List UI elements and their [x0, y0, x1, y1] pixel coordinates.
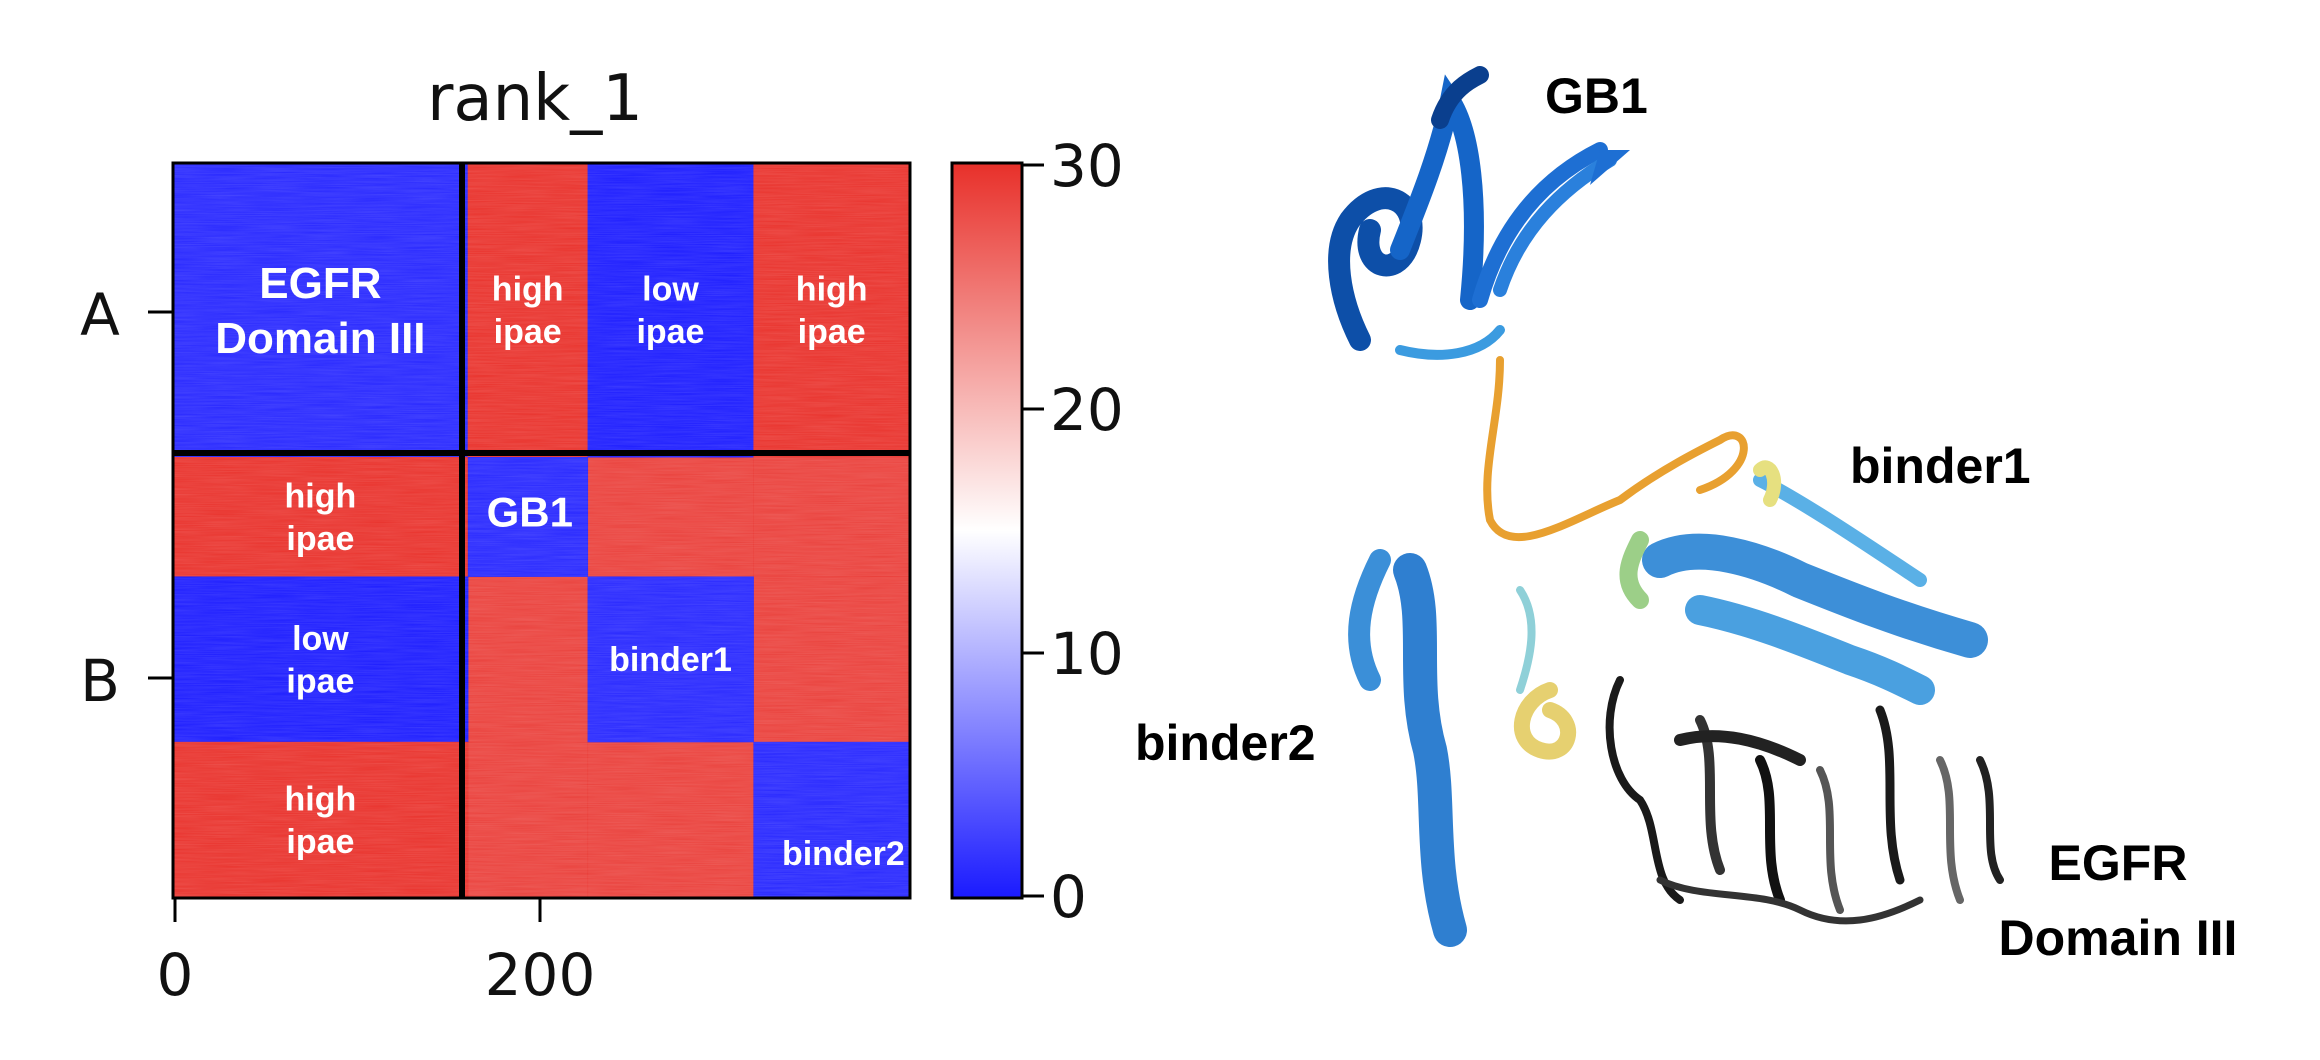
- colorbar-tick-label: 0: [1050, 863, 1087, 931]
- region-label: ipae: [286, 823, 354, 861]
- label-gb1: GB1: [1545, 68, 1648, 124]
- x-axis: 0 200: [157, 898, 596, 1009]
- region-label: low: [292, 620, 349, 658]
- colorbar: 30 20 10 0: [950, 132, 1124, 931]
- region-label: high: [796, 271, 868, 309]
- region-label: high: [492, 271, 564, 309]
- label-egfr-line2: Domain III: [1999, 910, 2238, 966]
- region-label: Domain III: [215, 314, 425, 363]
- heatmap-panel: rank_1 EGFR Domain III high ipae low ipae high…: [80, 62, 1124, 1009]
- chain-divider-vertical: [459, 163, 465, 898]
- region-label: binder2: [782, 835, 905, 873]
- region-label: ipae: [798, 313, 866, 351]
- x-tick-label: 0: [157, 941, 194, 1009]
- protein-structure: GB1 binder1 binder2 EGFR Domain III: [1135, 66, 2238, 966]
- region-label: ipae: [494, 313, 562, 351]
- colorbar-tick-label: 10: [1050, 620, 1124, 688]
- egfr-domain: [1605, 676, 2004, 925]
- label-binder2: binder2: [1135, 715, 1316, 771]
- x-tick-label: 200: [485, 941, 596, 1009]
- region-labels: EGFR Domain III high ipae low ipae high ipae hig…: [215, 259, 905, 873]
- region-label: binder1: [609, 641, 732, 679]
- gb1-domain: [1328, 66, 1630, 360]
- binder2-helices: [1348, 549, 1576, 947]
- chain-divider-horizontal: [173, 450, 910, 456]
- region-label: high: [285, 477, 357, 515]
- colorbar-tick-label: 30: [1050, 132, 1124, 200]
- colorbar-fill: [950, 161, 1024, 900]
- region-label: ipae: [286, 520, 354, 558]
- region-label: EGFR: [259, 259, 381, 308]
- binder1-helices: [1619, 460, 1988, 705]
- colorbar-tick-label: 20: [1050, 376, 1124, 444]
- label-binder1: binder1: [1850, 438, 2031, 494]
- y-axis: A B: [80, 281, 173, 715]
- region-label: GB1: [487, 489, 573, 536]
- chart-title: rank_1: [427, 62, 643, 136]
- region-label: ipae: [286, 662, 354, 700]
- linker-loop: [1483, 356, 1748, 542]
- region-label: low: [642, 271, 699, 309]
- label-egfr-line1: EGFR: [2049, 835, 2188, 891]
- heatmap-grain: [173, 163, 910, 898]
- y-tick-label: B: [80, 647, 120, 715]
- region-label: ipae: [636, 313, 704, 351]
- region-label: high: [285, 781, 357, 819]
- y-tick-label: A: [80, 281, 120, 349]
